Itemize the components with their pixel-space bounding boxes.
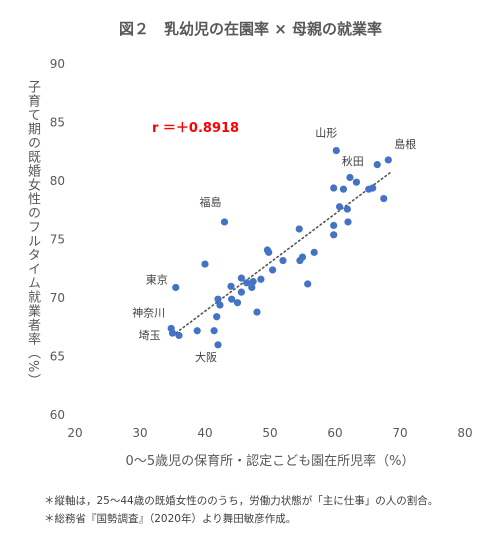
data-point (216, 301, 224, 309)
point-label: 島根 (394, 137, 416, 151)
x-tick-label: 80 (457, 426, 472, 440)
point-label: 神奈川 (132, 305, 165, 319)
data-point (243, 279, 251, 287)
data-point (214, 295, 222, 303)
data-point (193, 327, 201, 335)
y-axis-label: 子育て期の既婚女性のフルタイム就業者率（%） (25, 80, 40, 388)
data-point (269, 266, 277, 274)
y-tick-label: 60 (50, 408, 65, 422)
data-point (214, 341, 222, 349)
x-axis-label: 0〜5歳児の保育所・認定こども園在所児率（%） (125, 454, 415, 469)
data-point (344, 218, 352, 226)
trendline (171, 171, 392, 337)
x-tick-label: 20 (67, 426, 82, 440)
data-point (380, 194, 388, 203)
data-point (335, 203, 344, 211)
data-point (265, 248, 273, 256)
data-point (237, 274, 245, 282)
data-point (213, 313, 221, 321)
data-point (369, 184, 377, 192)
data-point (175, 331, 183, 340)
x-tick-label: 40 (197, 426, 212, 440)
x-tick-label: 60 (327, 426, 342, 440)
point-label: 秋田 (342, 154, 364, 168)
data-point (339, 185, 348, 193)
data-point (346, 173, 354, 182)
data-point (210, 327, 218, 335)
data-point (330, 184, 338, 192)
data-point (330, 231, 338, 239)
x-tick-label: 30 (132, 426, 147, 440)
data-point (296, 256, 304, 265)
y-tick-label: 75 (50, 233, 65, 247)
data-point (332, 146, 340, 155)
point-label: 東京 (146, 272, 168, 286)
data-point (220, 218, 229, 226)
y-tick-label: 80 (50, 174, 65, 188)
point-label: 埼玉 (139, 328, 161, 342)
data-point (257, 275, 265, 283)
x-tick-label: 70 (392, 426, 407, 440)
data-point (172, 283, 180, 292)
data-point (253, 308, 261, 316)
footnote-1: ＊縦軸は，25〜44歳の既婚女性ののうち，労働力状態が「主に仕事」の人の割合。 (44, 495, 439, 507)
x-tick-label: 50 (262, 426, 277, 440)
data-point (201, 260, 209, 268)
data-point (295, 225, 303, 233)
y-tick-label: 65 (50, 350, 65, 364)
correlation-label: r ＝＋0.8918 (152, 121, 239, 136)
data-point (249, 278, 257, 286)
y-tick-label: 70 (50, 291, 65, 305)
chart-title: 図２ 乳幼児の在園率 × 母親の就業率 (118, 20, 382, 38)
data-point (343, 205, 351, 213)
data-point (330, 221, 338, 230)
data-point (279, 256, 287, 265)
data-point (304, 280, 312, 288)
y-tick-label: 85 (50, 116, 65, 130)
y-tick-label: 90 (50, 57, 65, 71)
data-point (352, 178, 361, 186)
data-point (237, 288, 245, 296)
point-label: 福島 (200, 195, 222, 209)
data-point (168, 329, 177, 337)
point-label: 大阪 (195, 350, 217, 364)
point-label: 山形 (315, 127, 337, 140)
data-point (228, 295, 236, 303)
footnote-2: ＊総務省『国勢調査』（2020年）より舞田敏彦作成。 (44, 513, 297, 525)
data-point (227, 282, 235, 290)
data-point (233, 299, 242, 307)
data-point (384, 156, 392, 164)
data-point (373, 161, 381, 169)
data-point (248, 283, 256, 292)
data-point (310, 248, 318, 256)
